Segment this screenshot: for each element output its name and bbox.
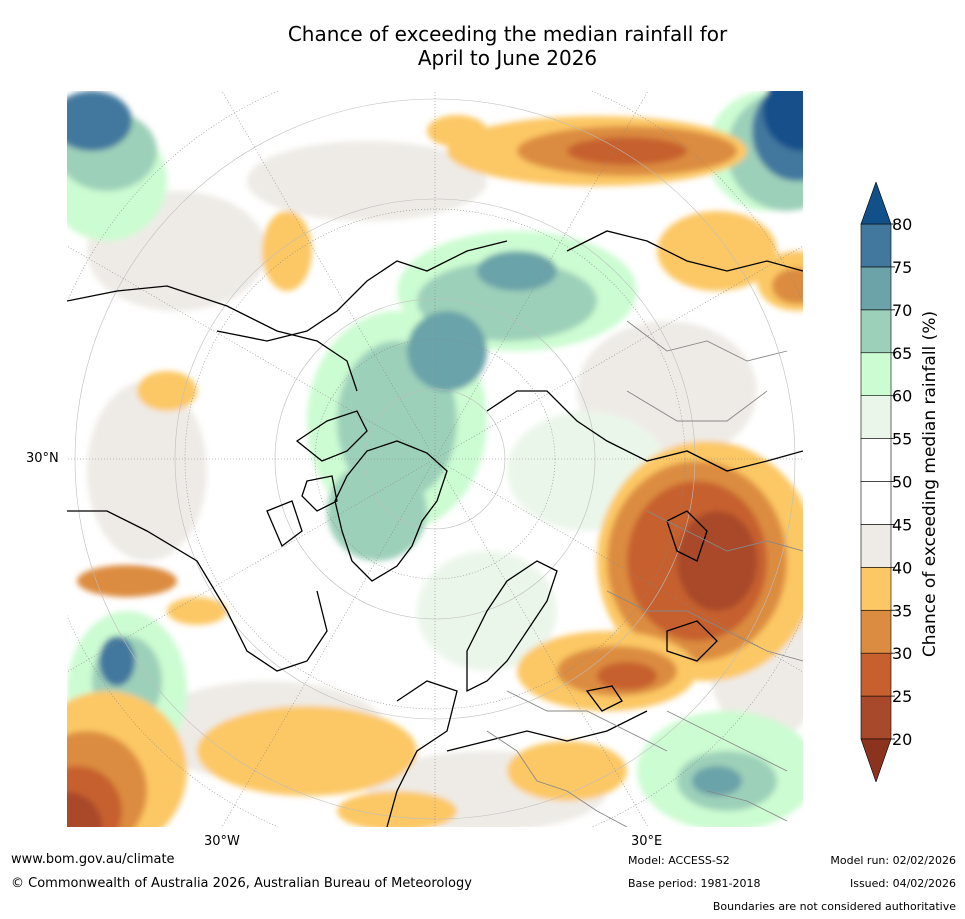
issued-date: Issued: 04/02/2026	[849, 877, 956, 890]
colorbar-bin	[860, 652, 892, 697]
colorbar-tick-label: 20	[892, 730, 912, 749]
colorbar-tick-label: 40	[892, 558, 912, 577]
colorbar-tick-label: 35	[892, 601, 912, 620]
colorbar-bin	[860, 524, 892, 568]
colorbar-bin	[860, 395, 892, 439]
colorbar-bin	[860, 266, 892, 311]
base-period: Base period: 1981-2018	[628, 877, 761, 890]
graticule	[67, 91, 803, 827]
country-borders	[486, 320, 803, 827]
colorbar-tick-label: 30	[892, 644, 912, 663]
title-line-1: Chance of exceeding the median rainfall …	[287, 22, 728, 46]
colorbar-tick-label: 70	[892, 301, 912, 320]
colorbar-over-arrow	[860, 182, 892, 225]
model-name: Model: ACCESS-S2	[628, 854, 730, 867]
colorbar-bin	[860, 309, 892, 354]
lon-label-30e: 30°E	[631, 834, 663, 849]
colorbar-tick-label: 80	[892, 215, 912, 234]
colorbar-tick-label: 55	[892, 430, 912, 449]
colorbar-tick-label: 65	[892, 344, 912, 363]
model-run-date: Model run: 02/02/2026	[830, 854, 956, 867]
colorbar-ticks: 20 25 30 35 40 45 50 55 60 65 70 75 80	[891, 215, 912, 749]
copyright-text: © Commonwealth of Australia 2026, Austra…	[11, 876, 472, 891]
colorbar-title: Chance of exceeding median rainfall (%)	[920, 310, 940, 658]
boundaries-disclaimer: Boundaries are not considered authoritat…	[712, 900, 956, 913]
colorbar-tick-label: 50	[892, 473, 912, 492]
colorbar-tick-label: 25	[892, 687, 912, 706]
colorbar-tick-label: 75	[892, 258, 912, 277]
colorbar-tick-label: 60	[892, 387, 912, 406]
colorbar-bin	[860, 609, 892, 654]
colorbar-bin	[860, 352, 892, 396]
probability-field	[67, 91, 803, 827]
colorbar-bin	[860, 567, 892, 611]
colorbar-bin	[860, 438, 892, 482]
map-title: Chance of exceeding the median rainfall …	[0, 22, 965, 70]
colorbar-bins	[860, 182, 892, 782]
rainfall-map	[67, 91, 803, 827]
colorbar-bin	[860, 695, 892, 740]
colorbar-tick-label: 45	[892, 515, 912, 534]
lat-label-30n: 30°N	[26, 451, 59, 466]
coastlines	[67, 230, 803, 827]
colorbar-bin	[860, 481, 892, 525]
lon-label-30w: 30°W	[204, 834, 240, 849]
website-link[interactable]: www.bom.gov.au/climate	[11, 852, 175, 867]
colorbar-bin	[860, 223, 892, 268]
colorbar: 20 25 30 35 40 45 50 55 60 65 70 75 80	[860, 182, 912, 782]
title-line-2: April to June 2026	[417, 46, 598, 70]
colorbar-under-arrow	[860, 738, 892, 782]
